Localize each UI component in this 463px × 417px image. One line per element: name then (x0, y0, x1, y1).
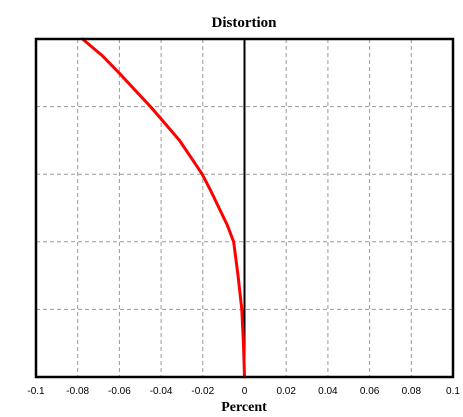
x-tick-label: -0.04 (150, 386, 173, 397)
x-tick-label: 0.06 (360, 386, 380, 397)
x-tick-label: 0.02 (276, 386, 296, 397)
x-axis-label: Percent (221, 400, 267, 415)
x-tick-label: -0.06 (108, 386, 131, 397)
x-tick-label: 0.08 (402, 386, 422, 397)
plot-frame (34, 37, 455, 379)
x-tick-label: -0.1 (27, 386, 45, 397)
x-tick-label: 0.1 (446, 386, 460, 397)
series-group (81, 37, 246, 379)
x-tick-label: 0 (242, 386, 248, 397)
x-tick-label: -0.08 (66, 386, 89, 397)
x-tick-label: 0.04 (318, 386, 338, 397)
chart-title: Distortion (212, 15, 278, 31)
x-tick-labels: -0.1 -0.08 -0.06 -0.04 -0.02 0 0.02 0.04 0.06 0.0… (27, 386, 460, 397)
series-line (81, 37, 246, 379)
grid-lines (36, 39, 453, 377)
x-tick-label: -0.02 (191, 386, 214, 397)
plot-border (34, 37, 455, 379)
